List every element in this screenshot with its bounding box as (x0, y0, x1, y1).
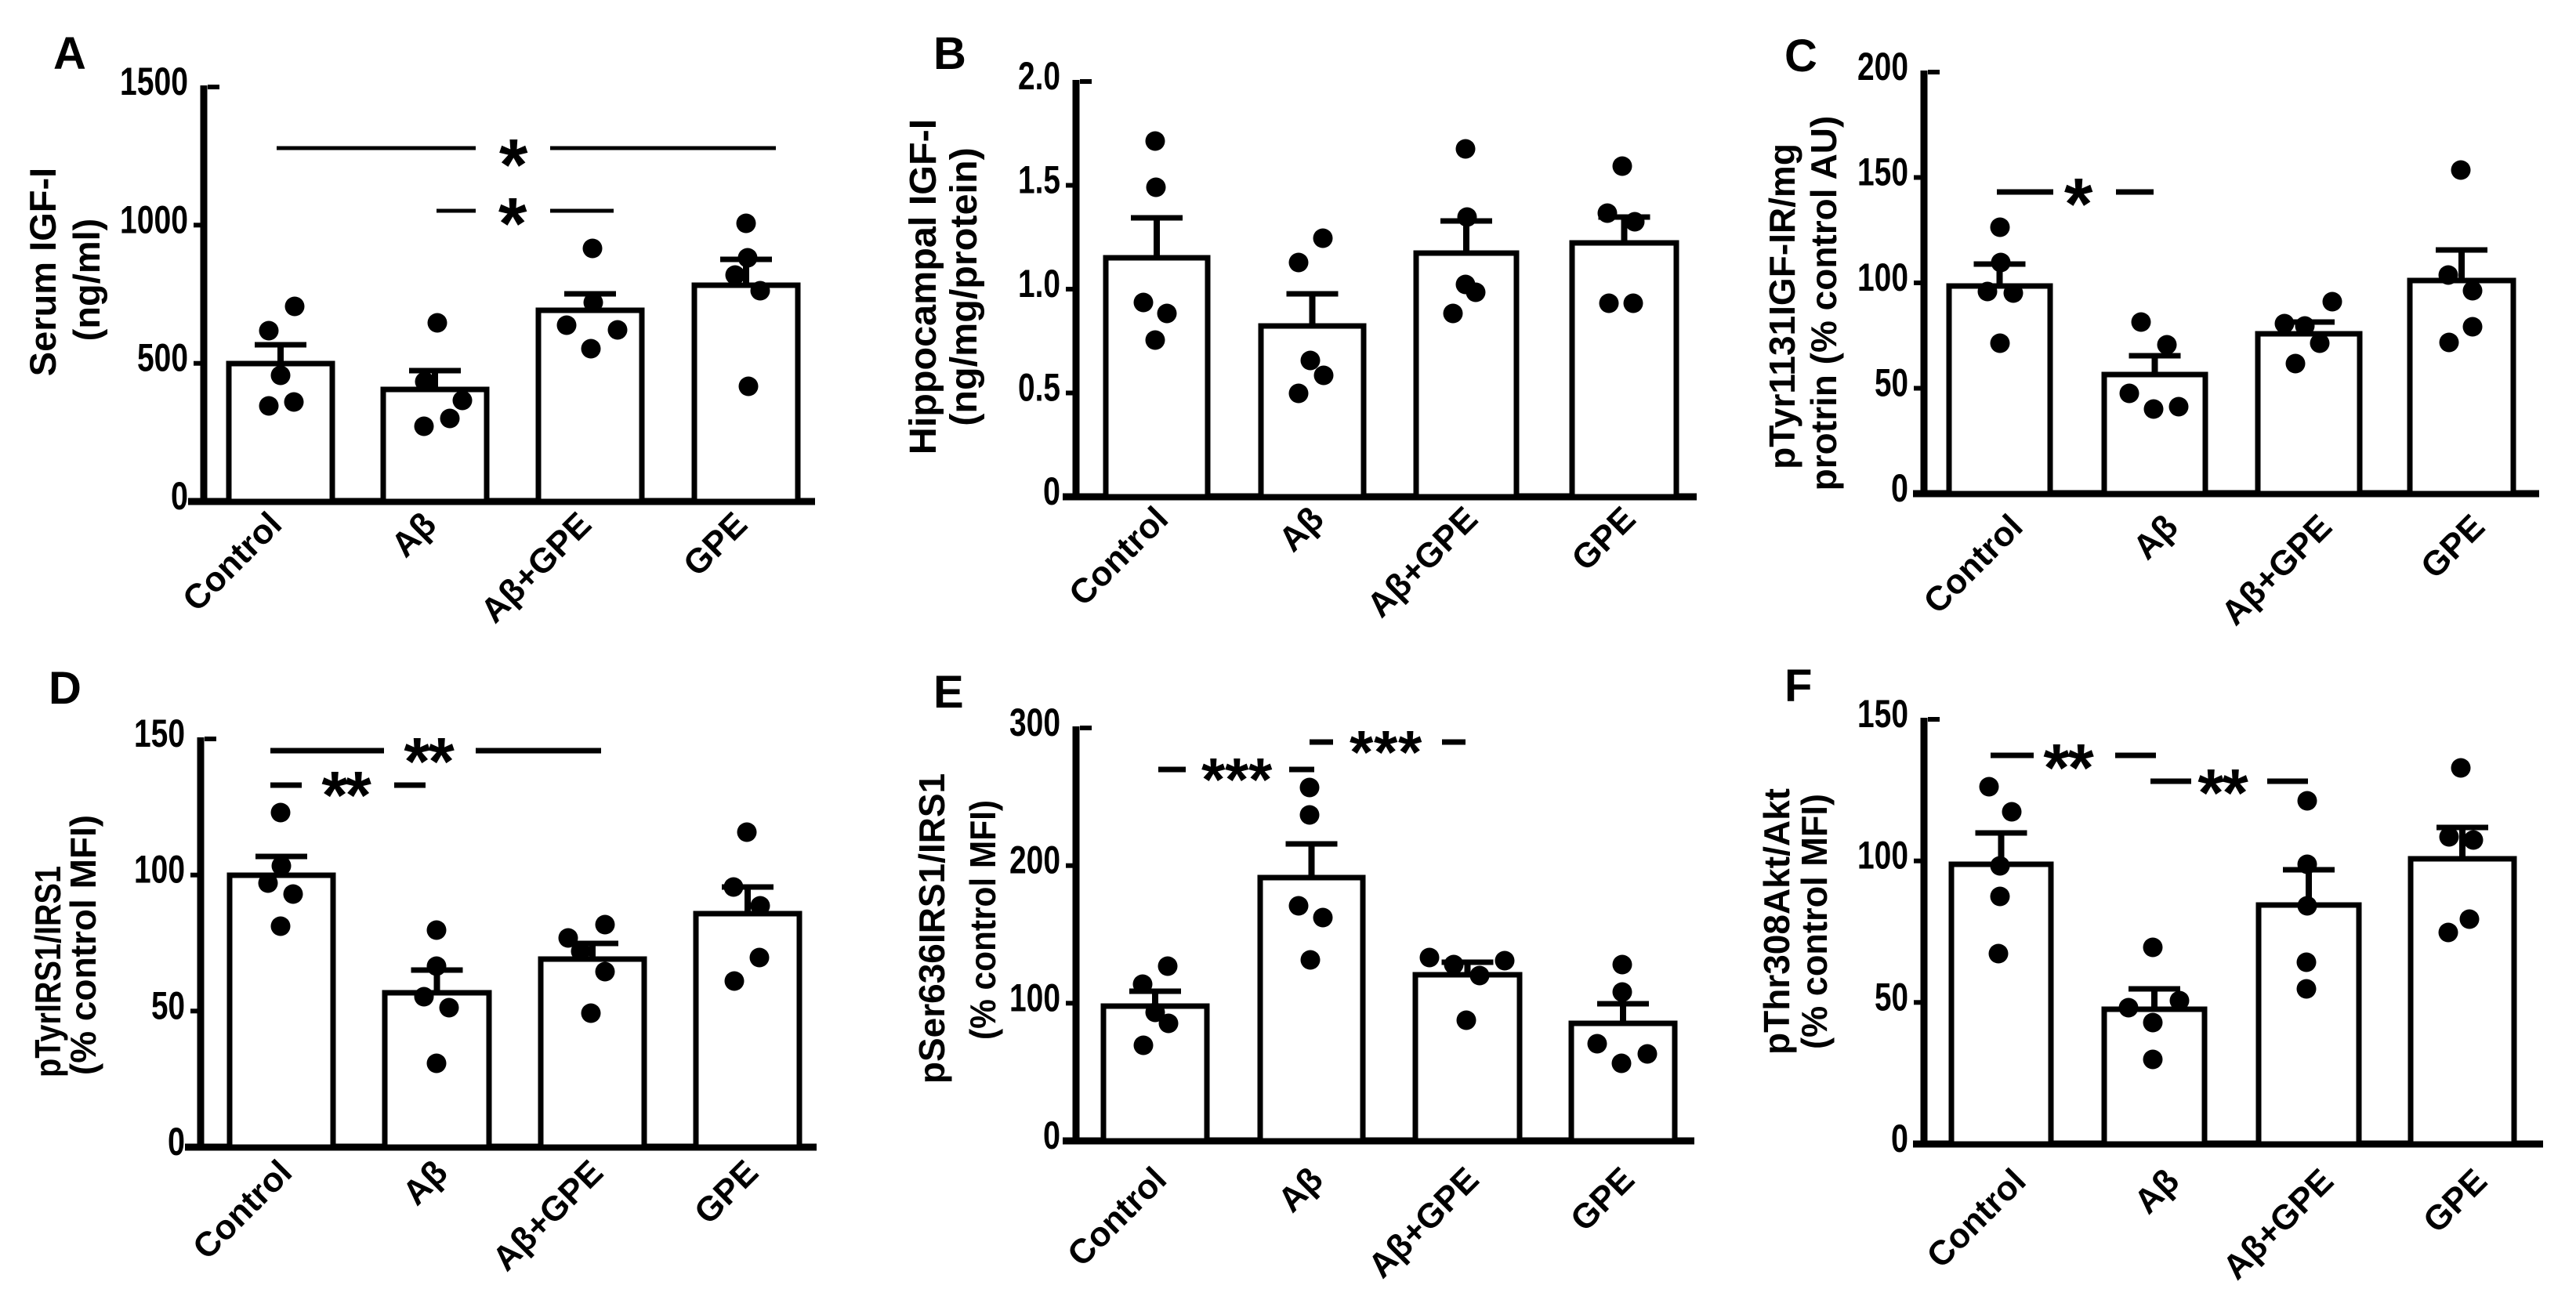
svg-text:100: 100 (1857, 255, 1908, 299)
svg-text:A: A (53, 28, 86, 79)
svg-text:*: * (2067, 731, 2094, 806)
svg-text:100: 100 (1009, 976, 1060, 1019)
svg-text:50: 50 (151, 983, 185, 1027)
svg-text:F: F (1784, 661, 1812, 711)
svg-text:*: * (1350, 718, 1374, 787)
svg-text:*: * (499, 124, 528, 206)
svg-text:100: 100 (134, 848, 185, 892)
svg-text:(% control MFI): (% control MFI) (63, 815, 103, 1075)
svg-text:2.0: 2.0 (1018, 54, 1060, 98)
svg-text:0: 0 (1043, 469, 1060, 513)
svg-text:0: 0 (1891, 466, 1908, 510)
svg-text:*: * (2064, 163, 2093, 245)
svg-text:C: C (1784, 31, 1817, 81)
svg-text:Serum IGF-I: Serum IGF-I (22, 168, 63, 376)
svg-text:D: D (49, 663, 82, 714)
svg-text:(% control MFI): (% control MFI) (1794, 794, 1835, 1049)
svg-text:B: B (933, 28, 966, 79)
svg-text:*: * (321, 758, 348, 834)
svg-text:0: 0 (168, 1120, 185, 1164)
svg-text:*: * (1248, 745, 1273, 814)
svg-text:protrin (% control AU): protrin (% control AU) (1803, 116, 1844, 491)
svg-text:pSer636IRS1/IRS1: pSer636IRS1/IRS1 (911, 773, 952, 1084)
svg-text:(ng/ml): (ng/ml) (66, 219, 107, 342)
svg-text:*: * (498, 183, 527, 265)
svg-text:*: * (345, 758, 371, 834)
svg-text:pTyrIRS1/IRS1: pTyrIRS1/IRS1 (27, 866, 68, 1077)
svg-text:1500: 1500 (120, 60, 188, 103)
svg-text:200: 200 (1857, 45, 1908, 89)
svg-text:*: * (2043, 731, 2070, 806)
svg-text:500: 500 (137, 336, 188, 380)
svg-text:*: * (2197, 756, 2224, 831)
svg-text:1000: 1000 (120, 197, 188, 241)
svg-text:0: 0 (1043, 1113, 1060, 1157)
svg-text:150: 150 (1857, 150, 1908, 194)
svg-text:Hippocampal IGF-I: Hippocampal IGF-I (902, 119, 944, 454)
svg-text:(ng/mg/protein): (ng/mg/protein) (943, 147, 985, 426)
svg-text:100: 100 (1857, 834, 1908, 878)
svg-text:*: * (2222, 756, 2248, 831)
svg-text:*: * (1225, 745, 1249, 814)
svg-text:0: 0 (171, 474, 188, 518)
svg-text:*: * (428, 725, 455, 800)
svg-text:(% control MFI): (% control MFI) (962, 800, 1003, 1040)
svg-text:200: 200 (1009, 838, 1060, 882)
svg-text:0: 0 (1891, 1117, 1908, 1160)
svg-text:50: 50 (1875, 975, 1908, 1019)
svg-text:*: * (1201, 745, 1226, 814)
svg-text:*: * (404, 725, 430, 800)
svg-text:50: 50 (1875, 361, 1908, 405)
svg-text:150: 150 (1857, 692, 1908, 736)
svg-text:pTyr1131IGF-IR/mg: pTyr1131IGF-IR/mg (1762, 143, 1802, 469)
svg-text:E: E (933, 667, 964, 718)
svg-text:0.5: 0.5 (1018, 366, 1060, 410)
svg-text:1.0: 1.0 (1018, 262, 1060, 306)
svg-text:300: 300 (1009, 701, 1060, 744)
svg-text:*: * (1374, 718, 1398, 787)
svg-text:1.5: 1.5 (1018, 158, 1060, 202)
svg-text:*: * (1398, 718, 1422, 787)
svg-text:pThr308Akt/Akt: pThr308Akt/Akt (1756, 788, 1797, 1055)
svg-text:150: 150 (134, 711, 185, 755)
